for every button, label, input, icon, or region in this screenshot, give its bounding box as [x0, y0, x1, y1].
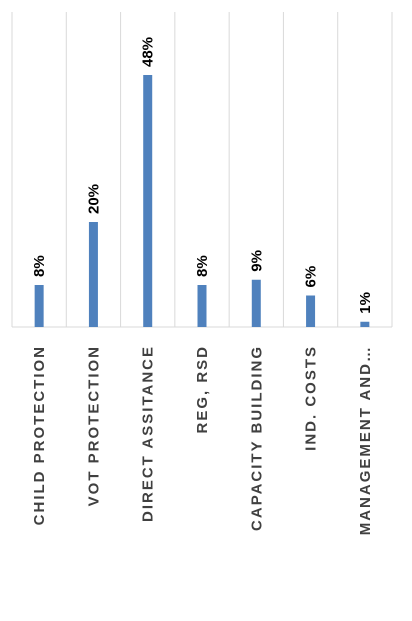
category-label: VOT PROTECTION	[85, 345, 102, 506]
bar-series	[34, 75, 370, 327]
data-label: 20%	[85, 184, 102, 214]
data-label: 8%	[194, 255, 211, 277]
bar	[88, 222, 98, 327]
category-label: CAPACITY BUILDING	[248, 345, 265, 531]
grid-lines	[11, 12, 393, 328]
bar	[251, 279, 261, 327]
data-labels: 8% 20% 48% 8% 9% 6% 1%	[31, 37, 374, 314]
category-label: MANAGEMENT AND…	[357, 345, 374, 535]
bar	[197, 285, 207, 327]
category-label: IND. COSTS	[303, 345, 320, 451]
category-label: CHILD PROTECTION	[31, 345, 48, 525]
bar	[360, 321, 370, 327]
category-labels: CHILD PROTECTION VOT PROTECTION DIRECT ASS…	[31, 345, 374, 535]
data-label: 6%	[303, 266, 320, 288]
category-label: DIRECT ASSITANCE	[140, 345, 157, 522]
data-label: 1%	[357, 292, 374, 314]
data-label: 8%	[31, 255, 48, 277]
bar	[306, 295, 316, 327]
data-label: 48%	[140, 37, 157, 67]
data-label: 9%	[248, 250, 265, 272]
bar	[143, 75, 153, 327]
bar	[34, 285, 44, 327]
category-label: REG, RSD	[194, 345, 211, 434]
